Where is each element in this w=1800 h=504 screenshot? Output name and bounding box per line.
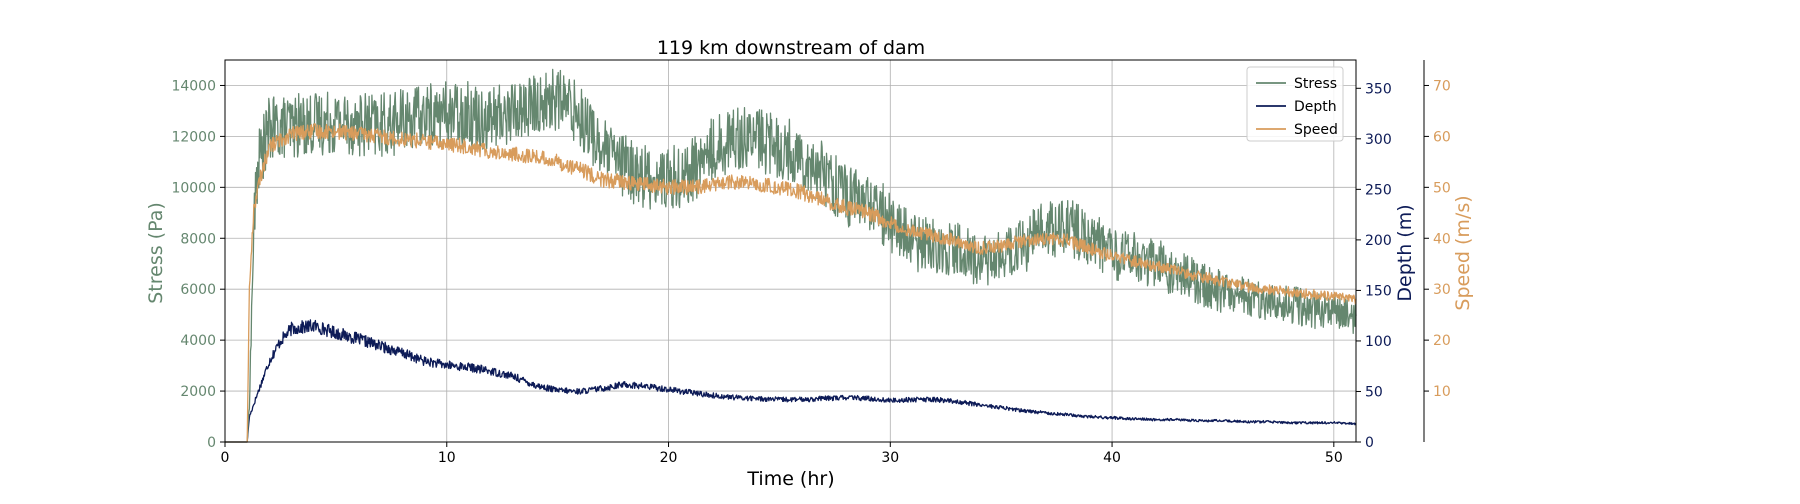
legend: Stress Depth Speed bbox=[1246, 66, 1344, 142]
stress-tick-label: 8000 bbox=[180, 231, 216, 247]
speed-tick-label: 20 bbox=[1433, 333, 1451, 349]
plot-area-frame bbox=[224, 59, 1357, 443]
x-axis-label: Time (hr) bbox=[746, 468, 834, 490]
depth-tick-label: 100 bbox=[1365, 334, 1392, 350]
speed-tick-label: 40 bbox=[1433, 231, 1451, 247]
depth-axis-label: Depth (m) bbox=[1394, 204, 1416, 301]
depth-tick-label: 250 bbox=[1365, 182, 1392, 198]
chart-title: 119 km downstream of dam bbox=[657, 37, 925, 59]
x-axis-ticks: 0 10 20 30 40 50 bbox=[221, 442, 1343, 466]
series-line-speed bbox=[225, 123, 1357, 443]
x-tick-label: 10 bbox=[438, 450, 456, 466]
x-tick-label: 20 bbox=[660, 450, 678, 466]
stress-tick-label: 2000 bbox=[180, 384, 216, 400]
stress-axis-ticks: 0 2000 4000 6000 8000 10000 12000 14000 bbox=[171, 78, 225, 451]
legend-box bbox=[1246, 66, 1344, 142]
depth-tick-label: 300 bbox=[1365, 132, 1392, 148]
speed-tick-label: 60 bbox=[1433, 129, 1451, 145]
speed-tick-label: 50 bbox=[1433, 180, 1451, 196]
stress-tick-label: 10000 bbox=[171, 180, 216, 196]
x-tick-label: 0 bbox=[221, 450, 230, 466]
x-tick-label: 50 bbox=[1325, 450, 1343, 466]
series-line-stress bbox=[225, 68, 1357, 443]
legend-label-depth: Depth bbox=[1294, 99, 1337, 115]
speed-axis-ticks: 10 20 30 40 50 60 70 bbox=[1424, 78, 1451, 400]
depth-tick-label: 0 bbox=[1365, 435, 1374, 451]
x-tick-label: 30 bbox=[881, 450, 899, 466]
series-line-depth bbox=[225, 319, 1357, 443]
stress-tick-label: 6000 bbox=[180, 282, 216, 298]
series-layer bbox=[225, 68, 1357, 443]
stress-tick-label: 12000 bbox=[171, 129, 216, 145]
depth-tick-label: 350 bbox=[1365, 81, 1392, 97]
x-tick-label: 40 bbox=[1103, 450, 1121, 466]
legend-label-stress: Stress bbox=[1294, 76, 1337, 92]
speed-tick-label: 70 bbox=[1433, 78, 1451, 94]
stress-tick-label: 4000 bbox=[180, 333, 216, 349]
depth-axis-ticks: 0 50 100 150 200 250 300 350 bbox=[1356, 81, 1392, 451]
stress-axis-label: Stress (Pa) bbox=[145, 202, 167, 304]
speed-axis-label: Speed (m/s) bbox=[1452, 195, 1474, 310]
speed-tick-label: 30 bbox=[1433, 282, 1451, 298]
speed-tick-label: 10 bbox=[1433, 384, 1451, 400]
stress-tick-label: 0 bbox=[207, 435, 216, 451]
stress-tick-label: 14000 bbox=[171, 78, 216, 94]
depth-tick-label: 200 bbox=[1365, 233, 1392, 249]
depth-tick-label: 50 bbox=[1365, 384, 1383, 400]
legend-label-speed: Speed bbox=[1294, 122, 1338, 138]
depth-tick-label: 150 bbox=[1365, 283, 1392, 299]
